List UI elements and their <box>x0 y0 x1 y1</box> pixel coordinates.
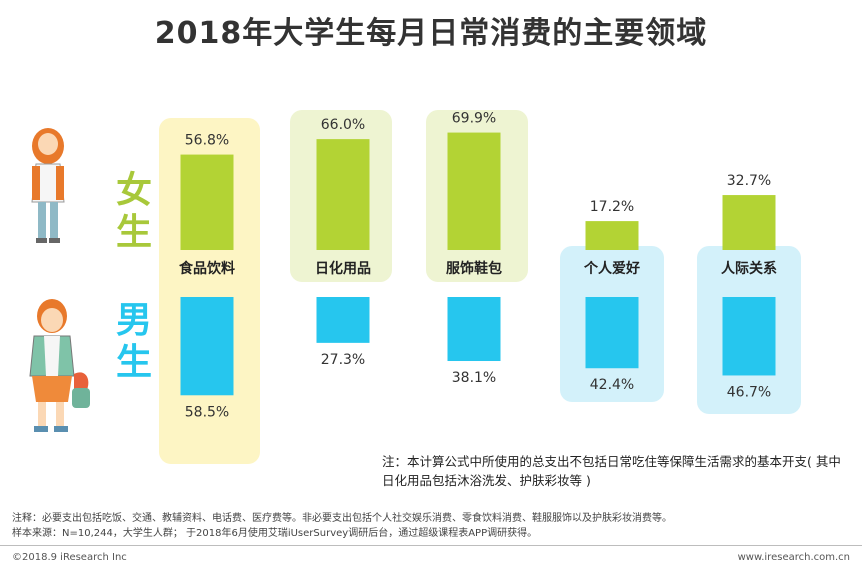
bar-female-4 <box>722 195 776 250</box>
bar-female-2 <box>447 132 501 250</box>
legend-male: 男生 <box>114 300 154 384</box>
copyright: ©2018.9 iResearch Inc <box>12 552 127 563</box>
bar-male-1 <box>316 297 370 343</box>
bar-male-2 <box>447 297 501 362</box>
data-label-male-0: 58.5% <box>185 404 229 420</box>
data-label-male-4: 46.7% <box>727 384 771 400</box>
data-label-female-3: 17.2% <box>590 199 634 215</box>
footer-divider <box>0 545 862 546</box>
category-label-3: 个人爱好 <box>583 260 640 277</box>
legend-male-text: 男生 <box>115 300 152 383</box>
data-label-male-3: 42.4% <box>590 377 634 393</box>
data-label-female-4: 32.7% <box>727 173 771 189</box>
bar-male-0 <box>180 297 234 396</box>
bar-male-3 <box>585 297 639 369</box>
data-label-male-2: 38.1% <box>452 370 496 386</box>
category-label-2: 服饰鞋包 <box>446 260 502 277</box>
bar-chart: 56.8% 食品饮料 58.5% 66.0% 日化用品 27.3% 69.9% 服饰鞋包 38.… <box>159 110 801 464</box>
category-label-1: 日化用品 <box>315 260 371 277</box>
footnote-line-2: 样本来源：N=10,244，大学生人群； 于2018年6月使用艾瑞iUserSu… <box>12 528 538 539</box>
female-student-illustration <box>31 128 65 243</box>
male-student-illustration <box>29 299 90 432</box>
website-url: www.iresearch.com.cn <box>737 552 850 563</box>
page-title: 2018年大学生每月日常消费的主要领域 <box>154 16 708 51</box>
legend-female: 女生 <box>114 170 154 254</box>
data-label-female-1: 66.0% <box>321 117 365 133</box>
bar-female-0 <box>180 154 234 250</box>
bar-female-3 <box>585 221 639 250</box>
footnote-line-1: 注释：必要支出包括吃饭、交通、教辅资料、电话费、医疗费等。非必要支出包括个人社交… <box>12 513 672 524</box>
footnote: 注释：必要支出包括吃饭、交通、教辅资料、电话费、医疗费等。非必要支出包括个人社交… <box>12 511 852 541</box>
bar-male-4 <box>722 297 776 376</box>
data-label-female-2: 69.9% <box>452 111 496 127</box>
chart-note: 注：本计算公式中所使用的总支出不包括日常吃住等保障生活需求的基本开支( 其中日化… <box>382 454 841 488</box>
bar-female-1 <box>316 139 370 250</box>
legend-female-text: 女生 <box>115 170 152 253</box>
category-label-4: 人际关系 <box>721 260 777 277</box>
data-label-male-1: 27.3% <box>321 352 365 368</box>
category-label-0: 食品饮料 <box>179 260 235 277</box>
data-label-female-0: 56.8% <box>185 133 229 149</box>
